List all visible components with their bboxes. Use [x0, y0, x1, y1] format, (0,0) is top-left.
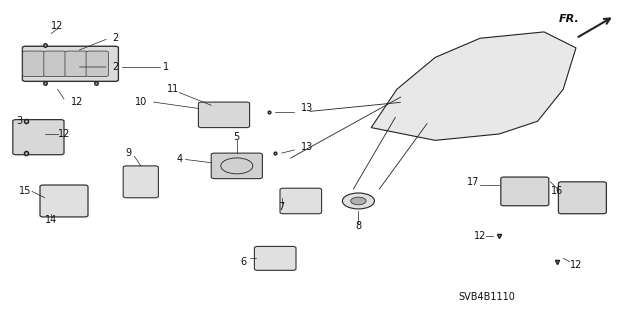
FancyBboxPatch shape [559, 182, 607, 214]
Text: 17: 17 [467, 177, 480, 187]
FancyBboxPatch shape [40, 185, 88, 217]
FancyBboxPatch shape [500, 177, 548, 206]
Text: 9: 9 [125, 148, 131, 158]
Text: 12: 12 [51, 20, 64, 31]
Text: FR.: FR. [559, 14, 580, 24]
Text: 14: 14 [45, 215, 58, 225]
Text: 12: 12 [58, 129, 70, 139]
Text: 1: 1 [163, 62, 170, 72]
Text: 13: 13 [301, 103, 314, 114]
Text: 10: 10 [134, 97, 147, 107]
Text: 7: 7 [278, 202, 285, 212]
Text: 12: 12 [570, 260, 582, 270]
FancyBboxPatch shape [44, 51, 67, 77]
Circle shape [342, 193, 374, 209]
FancyBboxPatch shape [13, 120, 64, 155]
FancyBboxPatch shape [254, 247, 296, 271]
FancyBboxPatch shape [22, 46, 118, 81]
Text: 12: 12 [70, 97, 83, 107]
FancyBboxPatch shape [86, 51, 108, 77]
Text: 2: 2 [112, 62, 118, 72]
Text: 6: 6 [240, 256, 246, 267]
Text: 16: 16 [550, 186, 563, 197]
FancyBboxPatch shape [23, 51, 45, 77]
Polygon shape [371, 32, 576, 140]
FancyBboxPatch shape [65, 51, 88, 77]
FancyBboxPatch shape [448, 59, 474, 69]
FancyBboxPatch shape [280, 188, 321, 214]
FancyBboxPatch shape [123, 166, 159, 198]
FancyBboxPatch shape [198, 102, 250, 128]
Text: 13: 13 [301, 142, 314, 152]
FancyBboxPatch shape [448, 97, 474, 107]
Text: 2: 2 [112, 33, 118, 43]
Text: 11: 11 [166, 84, 179, 94]
FancyBboxPatch shape [211, 153, 262, 179]
Text: 3: 3 [16, 116, 22, 126]
Text: 12: 12 [474, 231, 486, 241]
Text: 5: 5 [234, 132, 240, 142]
FancyBboxPatch shape [448, 78, 474, 88]
Circle shape [351, 197, 366, 205]
Text: 8: 8 [355, 221, 362, 232]
Text: 4: 4 [176, 154, 182, 165]
Text: 15: 15 [19, 186, 32, 197]
Text: SVB4B1110: SVB4B1110 [458, 292, 515, 302]
